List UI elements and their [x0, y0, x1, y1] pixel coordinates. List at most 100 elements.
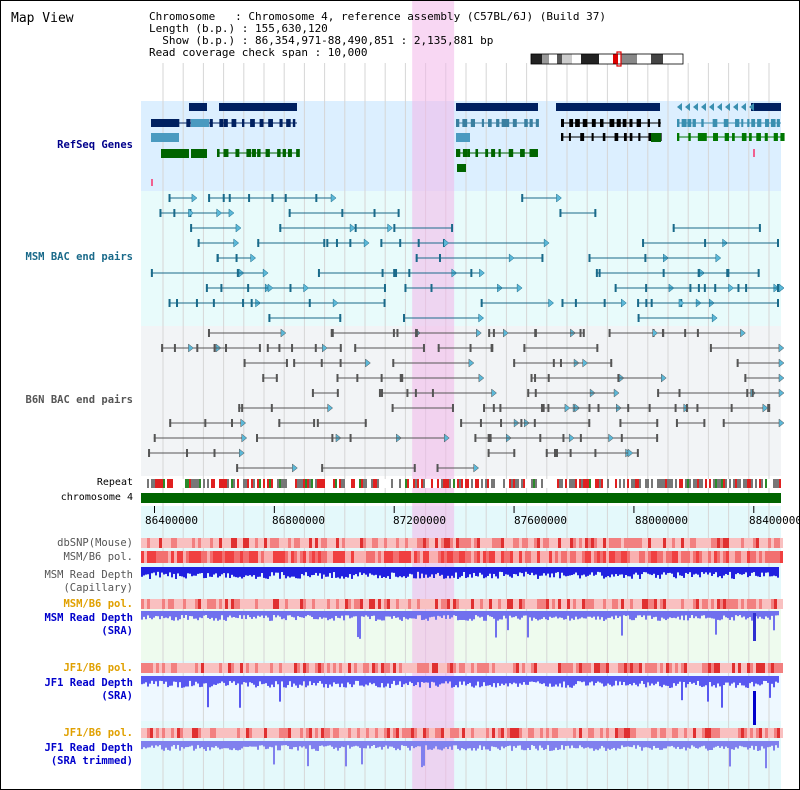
- repeat-mark: [279, 479, 281, 488]
- repeat-mark: [415, 479, 417, 488]
- depth-bar: [549, 741, 551, 751]
- depth-bar: [395, 676, 397, 686]
- polymorphism-mark: [228, 551, 231, 563]
- polymorphism-mark: [591, 538, 594, 548]
- msm-bac-track-label[interactable]: MSM BAC end pairs: [25, 251, 133, 263]
- depth-bar: [249, 741, 251, 747]
- depth-bar: [345, 567, 347, 577]
- depth-bar: [777, 611, 779, 616]
- repeat-mark: [407, 479, 409, 488]
- polymorphism-mark: [729, 538, 732, 548]
- axis-tick-label: 87200000: [393, 514, 446, 527]
- repeat-mark: [773, 479, 775, 488]
- polymorphism-mark: [306, 728, 309, 738]
- polymorphism-mark: [696, 538, 699, 548]
- gene-exon: [692, 119, 696, 127]
- polymorphism-mark: [336, 663, 339, 673]
- polymorphism-mark: [336, 551, 339, 563]
- repeat-mark: [607, 479, 609, 488]
- depth-bar: [513, 741, 515, 747]
- polymorphism-mark: [312, 663, 315, 673]
- polymorphism-mark: [411, 599, 414, 609]
- polymorphism-mark: [183, 599, 186, 609]
- polymorphism-mark: [366, 663, 369, 673]
- polymorphism-mark: [393, 538, 396, 548]
- polymorphism-mark: [543, 538, 546, 548]
- polymorphism-mark: [513, 551, 516, 563]
- repeat-mark: [669, 479, 671, 488]
- depth-bar: [701, 567, 703, 573]
- depth-bar: [385, 676, 387, 687]
- depth-bar: [367, 676, 369, 686]
- polymorphism-mark: [447, 551, 450, 563]
- polymorphism-mark: [540, 551, 543, 563]
- polymorphism-mark: [573, 663, 576, 673]
- axis-tick-label: 87600000: [514, 514, 567, 527]
- repeat-mark: [645, 479, 647, 488]
- depth-bar: [609, 567, 611, 578]
- depth-bar: [707, 741, 709, 751]
- polymorphism-mark: [309, 538, 312, 548]
- polymorphism-mark: [732, 551, 735, 563]
- depth-bar: [289, 567, 291, 578]
- depth-bar: [197, 611, 199, 621]
- polymorphism-mark: [204, 663, 207, 673]
- polymorphism-mark: [633, 599, 636, 609]
- b6n-bac-track-label[interactable]: B6N BAC end pairs: [25, 394, 133, 406]
- depth-bar: [447, 741, 449, 750]
- polymorphism-mark: [651, 728, 654, 738]
- polymorphism-mark: [534, 551, 537, 563]
- depth-bar: [513, 676, 515, 683]
- polymorphism-mark: [714, 663, 717, 673]
- depth-bar: [511, 611, 513, 618]
- depth-bar: [215, 676, 217, 685]
- polymorphism-mark: [483, 728, 486, 738]
- depth-bar: [415, 741, 417, 748]
- repeat-mark: [473, 479, 475, 488]
- depth-bar: [769, 741, 771, 747]
- polymorphism-mark: [387, 551, 390, 563]
- depth-bar: [427, 611, 429, 621]
- depth-bar: [261, 611, 263, 616]
- polymorphism-mark: [645, 538, 648, 548]
- depth-bar: [275, 741, 277, 746]
- depth-bar: [683, 741, 685, 748]
- bac-end: [262, 268, 269, 278]
- repeat-mark: [297, 479, 299, 488]
- depth-bar: [469, 741, 471, 749]
- depth-bar: [737, 611, 739, 617]
- depth-bar: [303, 611, 305, 618]
- polymorphism-mark: [663, 599, 666, 609]
- repeat-mark: [667, 479, 669, 488]
- depth-bar: [349, 567, 351, 575]
- depth-bar: [455, 567, 457, 573]
- polymorphism-mark: [663, 663, 666, 673]
- depth-bar: [143, 676, 145, 684]
- polymorphism-mark: [243, 599, 246, 609]
- depth-bar: [299, 567, 301, 579]
- bac-end: [207, 329, 210, 337]
- depth-bar: [257, 676, 259, 687]
- depth-bar: [771, 611, 773, 616]
- polymorphism-mark: [687, 663, 690, 673]
- depth-bar: [433, 741, 435, 749]
- depth-bar: [675, 676, 677, 686]
- polymorphism-mark: [180, 663, 183, 673]
- depth-bar: [661, 611, 663, 618]
- depth-bar: [491, 567, 493, 579]
- polymorphism-mark: [552, 663, 555, 673]
- depth-bar: [181, 676, 183, 688]
- polymorphism-mark: [396, 663, 399, 673]
- depth-bar: [329, 611, 331, 620]
- depth-bar: [381, 567, 383, 579]
- repeat-mark: [763, 479, 765, 488]
- polymorphism-mark: [249, 663, 252, 673]
- polymorphism-mark: [675, 728, 678, 738]
- refseq-track-label[interactable]: RefSeq Genes: [57, 139, 133, 151]
- polymorphism-mark: [333, 728, 336, 738]
- depth-bar: [159, 676, 161, 681]
- depth-bar: [503, 741, 505, 749]
- polymorphism-mark: [324, 538, 327, 548]
- depth-bar: [639, 676, 641, 684]
